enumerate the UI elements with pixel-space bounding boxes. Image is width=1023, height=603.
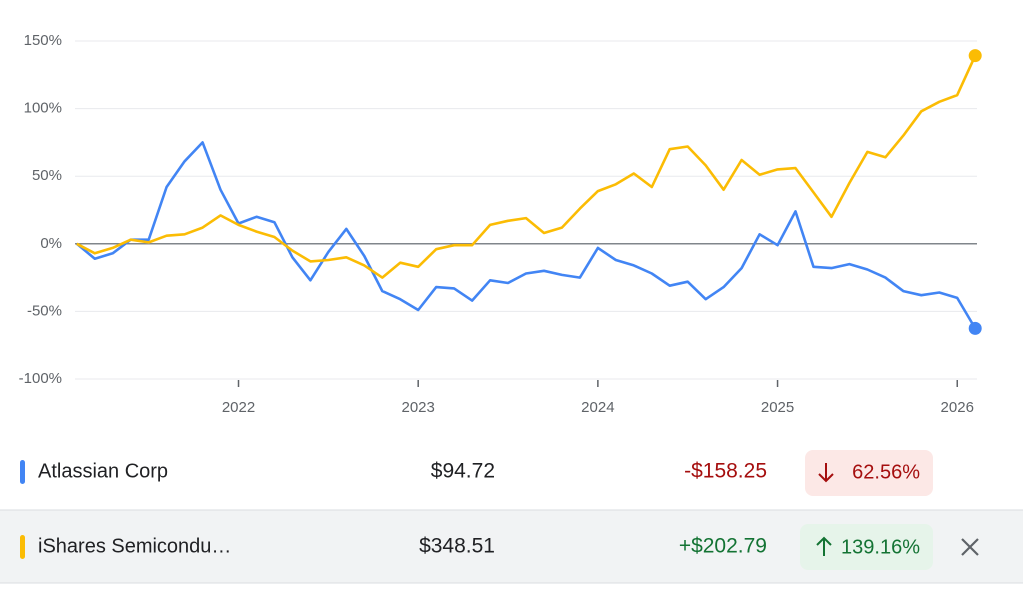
x-tick-label: 2022 <box>222 399 255 416</box>
series-name: iShares Semicondu… <box>38 535 231 557</box>
y-tick-label: 0% <box>40 235 62 252</box>
x-tick-label: 2025 <box>761 399 794 416</box>
price: $348.51 <box>419 535 495 558</box>
y-tick-label: 50% <box>32 167 62 184</box>
x-tick-label: 2026 <box>941 399 974 416</box>
change: +$202.79 <box>679 535 767 558</box>
percent-badge <box>800 524 933 570</box>
end-point <box>968 49 982 63</box>
series-name: Atlassian Corp <box>38 460 168 482</box>
series-line <box>76 55 977 279</box>
percent: 62.56% <box>852 461 920 483</box>
percent: 139.16% <box>841 536 920 558</box>
end-point <box>968 321 982 335</box>
up-arrow <box>816 536 832 556</box>
y-tick-label: 150% <box>24 32 62 49</box>
y-tick-label: -50% <box>27 302 62 319</box>
change: -$158.25 <box>684 460 767 483</box>
price: $94.72 <box>431 460 495 483</box>
x-tick-label: 2024 <box>581 399 614 416</box>
x-tick-label: 2023 <box>402 399 435 416</box>
remove-button[interactable] <box>961 538 979 556</box>
y-tick-label: 100% <box>24 100 62 117</box>
legend-swatch <box>20 460 25 484</box>
down-arrow <box>818 463 834 483</box>
series-line <box>75 141 977 330</box>
y-tick-label: -100% <box>19 370 62 387</box>
legend-swatch <box>20 535 25 559</box>
percent-badge <box>805 450 933 496</box>
